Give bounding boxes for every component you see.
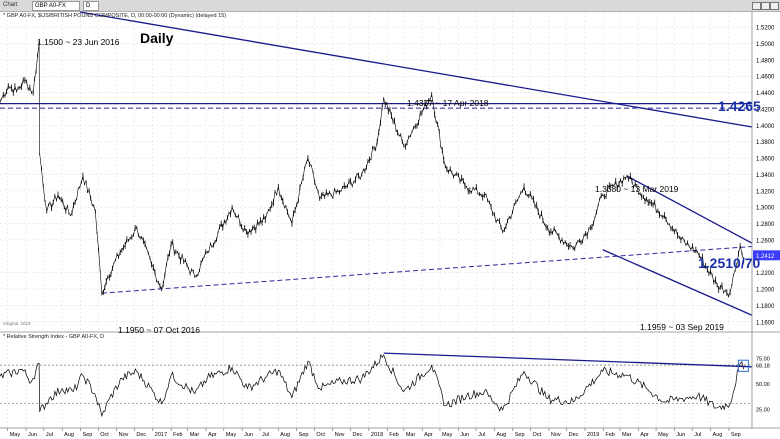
time-tick-label: Aug <box>713 432 723 438</box>
maximize-button[interactable] <box>761 2 770 10</box>
period-input[interactable]: D <box>83 1 99 11</box>
price-tick-label: 1.3600 <box>756 157 775 163</box>
price-tick-label: 1.4000 <box>756 124 775 130</box>
price-grid <box>0 12 752 332</box>
time-tick-label: Sep <box>83 432 93 438</box>
time-tick-label: Feb <box>389 432 398 438</box>
time-tick-label: Dec <box>136 432 146 438</box>
annotation-low-2016: 1.1950 ~ 07 Oct 2016 <box>118 325 200 335</box>
annotation-high-2016: 1.1500 ~ 23 Jun 2016 <box>37 37 120 47</box>
price-tick-label: 1.4200 <box>756 107 775 113</box>
price-tick-label: 1.3200 <box>756 189 775 195</box>
source-mark: eSignal, 2019 <box>3 321 31 326</box>
window-title-bar: Chart GBP A0-FX D <box>0 0 780 12</box>
time-tick-label: Oct <box>533 432 542 438</box>
minimize-button[interactable] <box>752 2 761 10</box>
price-tick-label: 1.1800 <box>756 304 775 310</box>
time-tick-label: 2017 <box>155 432 167 438</box>
time-tick-label: Apr <box>208 432 217 438</box>
current-price-tag-bg <box>753 250 780 261</box>
price-tick-label: 1.5200 <box>756 26 775 32</box>
time-tick-label: Feb <box>173 432 182 438</box>
time-tick-label: Apr <box>424 432 433 438</box>
time-tick-label: May <box>226 432 237 438</box>
time-tick-label: Nov <box>551 432 561 438</box>
time-tick-label: 2019 <box>587 432 599 438</box>
time-tick-label: Aug <box>280 432 290 438</box>
time-tick-label: Nov <box>335 432 345 438</box>
time-tick-label: Mar <box>406 432 416 438</box>
rsi-tick-label: 75.00 <box>756 357 770 363</box>
time-tick-label: Oct <box>316 432 325 438</box>
time-tick-label: May <box>10 432 21 438</box>
right-axis-background <box>752 12 780 439</box>
time-tick-label: Oct <box>100 432 109 438</box>
time-tick-label: Mar <box>190 432 200 438</box>
time-tick-label: Jun <box>460 432 469 438</box>
time-tick-label: Nov <box>119 432 129 438</box>
time-tick-label: Jul <box>478 432 485 438</box>
trend-line <box>626 175 753 244</box>
price-tick-label: 1.4600 <box>756 75 775 81</box>
price-tick-label: 1.3000 <box>756 206 775 212</box>
price-series <box>0 41 745 298</box>
time-tick-label: Jun <box>676 432 685 438</box>
price-tick-label: 1.4800 <box>756 58 775 64</box>
price-tick-label: 1.3400 <box>756 173 775 179</box>
rsi-line <box>0 353 745 418</box>
level-label-resistance: 1.4265 <box>718 98 761 114</box>
rsi-trend-line <box>383 352 753 368</box>
price-tick-label: 1.2200 <box>756 271 775 277</box>
time-tick-label: Dec <box>353 432 363 438</box>
rsi-panel-header: * Relative Strength Index - GBP A0-FX, D <box>3 334 105 340</box>
trend-line <box>602 249 753 316</box>
time-tick-label: Apr <box>640 432 649 438</box>
trend-line <box>79 11 753 128</box>
window-title: Chart <box>3 2 18 8</box>
level-label-zone: 1.2510/70 <box>698 255 761 271</box>
price-tick-label: 1.2000 <box>756 288 775 294</box>
price-tick-label: 1.5000 <box>756 42 775 48</box>
price-tick-label: 1.2412 <box>756 254 775 260</box>
time-tick-label: Aug <box>496 432 506 438</box>
price-tick-label: 1.2600 <box>756 238 775 244</box>
rsi-tick-label: 50.00 <box>756 382 770 388</box>
price-line <box>0 43 744 297</box>
annotation-low-2019: 1.1959 ~ 03 Sep 2019 <box>640 322 724 332</box>
axes: 1.5200 1.5000 1.4800 1.4600 1.4400 1.4200 1.40… <box>0 12 780 439</box>
rsi-breakout-box <box>737 359 749 372</box>
time-tick-label: Jul <box>694 432 701 438</box>
time-tick-label: Sep <box>731 432 741 438</box>
time-tick-label: May <box>442 432 453 438</box>
time-tick-label: Jun <box>28 432 37 438</box>
time-tick-label: Aug <box>64 432 74 438</box>
price-tick-label: 1.2800 <box>756 222 775 228</box>
close-button[interactable] <box>770 2 779 10</box>
rsi-tick-label: 68.18 <box>756 364 770 370</box>
rsi-grid <box>0 337 752 428</box>
time-tick-label: Feb <box>605 432 614 438</box>
time-tick-label: Jul <box>262 432 269 438</box>
annotation-high-2019: 1.3380 ~ 13 Mar 2019 <box>595 184 679 194</box>
price-tick-label: 1.1600 <box>756 320 775 326</box>
time-tick-label: Jun <box>244 432 253 438</box>
trend-line <box>101 245 753 294</box>
price-tick-label: 1.4400 <box>756 91 775 97</box>
rsi-series <box>0 352 753 418</box>
time-tick-label: May <box>658 432 669 438</box>
time-tick-label: Jul <box>46 432 53 438</box>
price-tick-label: 1.3800 <box>756 140 775 146</box>
timeframe-label: Daily <box>140 30 174 46</box>
annotation-high-2018: 1.4377 ~ 17 Apr 2018 <box>407 98 489 108</box>
trend-lines <box>0 11 753 316</box>
symbol-input[interactable]: GBP A0-FX <box>32 1 80 11</box>
time-tick-label: Dec <box>569 432 579 438</box>
time-tick-label: Mar <box>622 432 632 438</box>
time-tick-label: Sep <box>299 432 309 438</box>
rsi-tick-label: 25.00 <box>756 407 770 413</box>
time-tick-label: 2018 <box>371 432 383 438</box>
time-tick-label: Sep <box>515 432 525 438</box>
price-panel-header: * GBP A0-FX, $US/BRITISH POUND COMPOSITE… <box>3 13 227 19</box>
